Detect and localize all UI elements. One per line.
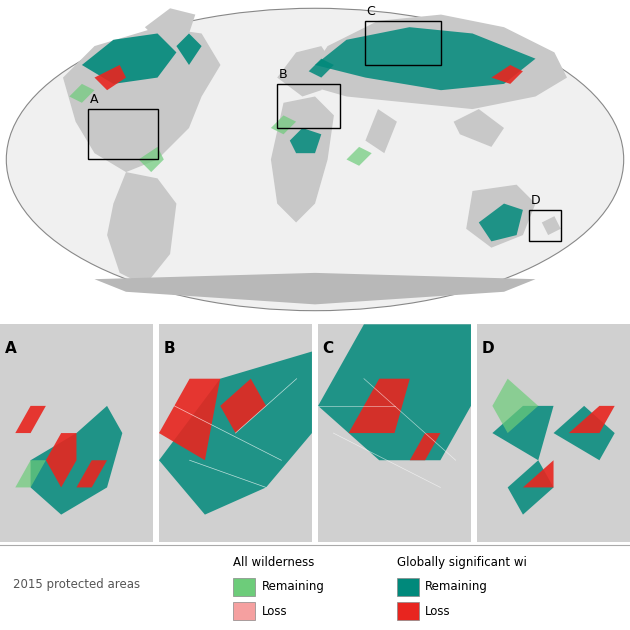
- Text: D: D: [482, 341, 495, 356]
- Polygon shape: [554, 406, 615, 461]
- Polygon shape: [302, 14, 567, 109]
- Polygon shape: [31, 406, 122, 515]
- Polygon shape: [290, 128, 321, 153]
- Polygon shape: [139, 147, 164, 172]
- Text: A: A: [4, 341, 16, 356]
- Polygon shape: [63, 27, 220, 172]
- Polygon shape: [15, 406, 46, 433]
- Text: Remaining: Remaining: [261, 580, 324, 593]
- Polygon shape: [466, 185, 536, 248]
- Polygon shape: [348, 379, 410, 433]
- Polygon shape: [271, 115, 296, 134]
- Polygon shape: [82, 33, 176, 84]
- Polygon shape: [309, 59, 334, 77]
- Text: D: D: [530, 194, 540, 207]
- Polygon shape: [145, 8, 195, 40]
- Text: Loss: Loss: [425, 605, 451, 617]
- Polygon shape: [277, 46, 334, 96]
- Polygon shape: [159, 324, 312, 542]
- Polygon shape: [76, 461, 107, 488]
- Polygon shape: [493, 379, 538, 433]
- Polygon shape: [15, 461, 46, 488]
- Polygon shape: [491, 65, 523, 84]
- Polygon shape: [479, 203, 523, 241]
- Polygon shape: [176, 33, 202, 65]
- Text: C: C: [367, 5, 375, 18]
- Text: All wilderness: All wilderness: [233, 556, 314, 570]
- Polygon shape: [410, 433, 440, 461]
- Polygon shape: [493, 406, 554, 461]
- Text: B: B: [278, 68, 287, 81]
- Polygon shape: [271, 96, 334, 222]
- Bar: [233, 578, 255, 595]
- Polygon shape: [94, 65, 126, 90]
- Polygon shape: [318, 324, 471, 461]
- Text: Loss: Loss: [261, 605, 287, 617]
- Polygon shape: [523, 461, 554, 488]
- Polygon shape: [346, 147, 372, 166]
- Polygon shape: [508, 461, 554, 515]
- Polygon shape: [569, 406, 615, 433]
- Bar: [233, 602, 255, 620]
- Bar: [277, 84, 340, 128]
- Polygon shape: [69, 84, 94, 103]
- Polygon shape: [94, 273, 536, 304]
- Bar: [88, 109, 158, 159]
- Bar: [397, 602, 419, 620]
- Text: 2015 protected areas: 2015 protected areas: [13, 578, 140, 592]
- Bar: [365, 21, 441, 65]
- Polygon shape: [0, 324, 153, 542]
- Text: A: A: [89, 93, 98, 106]
- Ellipse shape: [6, 8, 624, 311]
- Text: B: B: [164, 341, 175, 356]
- Polygon shape: [477, 324, 630, 542]
- Text: Remaining: Remaining: [425, 580, 488, 593]
- Text: C: C: [323, 341, 334, 356]
- Polygon shape: [46, 433, 76, 488]
- Polygon shape: [542, 216, 561, 235]
- Polygon shape: [220, 379, 266, 433]
- Text: Globally significant wi: Globally significant wi: [397, 556, 527, 570]
- Polygon shape: [159, 352, 312, 515]
- Polygon shape: [454, 109, 504, 147]
- Polygon shape: [318, 324, 471, 542]
- Polygon shape: [107, 172, 176, 285]
- Bar: [529, 210, 561, 241]
- Polygon shape: [159, 379, 220, 461]
- Polygon shape: [365, 109, 397, 153]
- Bar: [397, 578, 419, 595]
- Polygon shape: [315, 27, 536, 90]
